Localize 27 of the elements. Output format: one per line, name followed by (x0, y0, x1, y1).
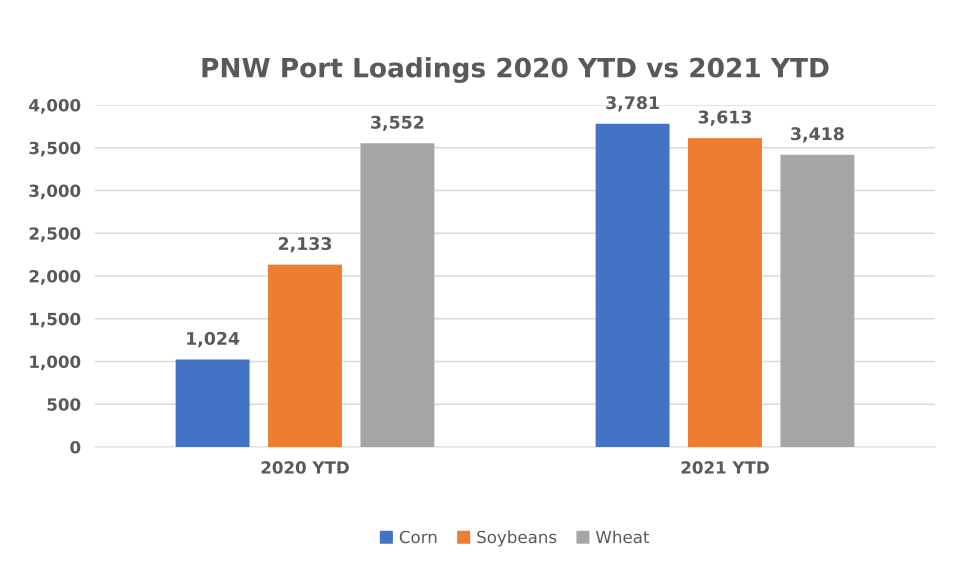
legend-label: Corn (400, 530, 436, 544)
y-tick-label: 3,000 (30, 184, 80, 200)
x-tick-label: 2021 YTD (682, 461, 769, 474)
data-label: 1,024 (187, 332, 240, 348)
y-tick-label: 500 (48, 398, 80, 411)
bar (176, 359, 250, 447)
legend-label: Soybeans (477, 530, 556, 547)
y-tick-label: 2,000 (30, 270, 80, 285)
legend-label: Wheat (596, 530, 650, 544)
y-tick-label: 2,500 (30, 227, 80, 242)
bar (360, 143, 434, 447)
x-tick-label: 2020 YTD (262, 461, 349, 474)
data-label: 2,133 (278, 237, 332, 252)
chart-title: PNW Port Loadings 2020 YTD vs 2021 YTD (202, 57, 829, 83)
bar (780, 154, 854, 447)
data-label: 3,552 (371, 116, 424, 132)
bar (268, 264, 342, 447)
y-tick-label: 4,000 (29, 98, 80, 114)
bar (596, 124, 670, 447)
data-label: 3,781 (606, 96, 659, 112)
y-tick-label: 0 (70, 440, 80, 454)
bar (688, 138, 762, 447)
data-label: 3,613 (698, 110, 752, 126)
y-tick-label: 3,500 (30, 142, 80, 156)
data-label: 3,418 (791, 127, 844, 143)
y-tick-label: 1,500 (30, 312, 80, 328)
y-tick-label: 1,000 (30, 355, 80, 370)
